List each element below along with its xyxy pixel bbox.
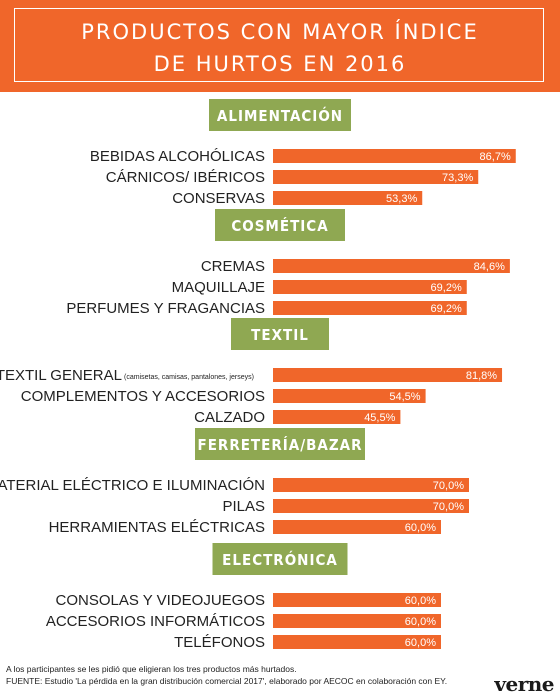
title-frame	[14, 8, 544, 82]
value-label-telefonos: 60,0%	[405, 637, 436, 649]
row-label-bebidas-alcoholicas: BEBIDAS ALCOHÓLICAS	[90, 148, 265, 165]
row-note-textil-general: (camisetas, camisas, pantalones, jerseys…	[124, 374, 254, 381]
row-label-telefonos: TELÉFONOS	[174, 634, 265, 651]
footnote-source: FUENTE: Estudio 'La pérdida en la gran d…	[6, 676, 448, 686]
value-label-carnicos-ibericos: 73,3%	[442, 172, 473, 184]
category-label-ferreteria-bazar: FERRETERÍA/BAZAR	[197, 435, 362, 454]
value-label-conservas: 53,3%	[386, 193, 417, 205]
row-label-textil-general: TEXTIL GENERAL	[0, 367, 122, 384]
bar-herramientas-electricas	[273, 520, 441, 534]
value-label-textil-general: 81,8%	[466, 370, 497, 382]
bar-calzado	[273, 410, 401, 424]
bar-pilas	[273, 499, 469, 513]
bar-maquillaje	[273, 280, 467, 294]
value-label-material-electrico-e-iluminacion: 70,0%	[433, 480, 464, 492]
footnote: A los participantes se les pidió que eli…	[6, 663, 486, 687]
title-line-1: PRODUCTOS CON MAYOR ÍNDICE	[81, 20, 479, 44]
value-label-consolas-y-videojuegos: 60,0%	[405, 595, 436, 607]
bar-conservas	[273, 191, 423, 205]
value-label-cremas: 84,6%	[474, 261, 505, 273]
row-label-complementos-y-accesorios: COMPLEMENTOS Y ACCESORIOS	[21, 388, 265, 405]
category-label-textil: TEXTIL	[251, 326, 309, 344]
value-label-calzado: 45,5%	[364, 412, 395, 424]
row-label-consolas-y-videojuegos: CONSOLAS Y VIDEOJUEGOS	[55, 592, 265, 609]
category-box-textil	[231, 318, 329, 350]
category-label-electronica: ELECTRÓNICA	[222, 550, 338, 569]
row-label-conservas: CONSERVAS	[172, 190, 265, 207]
value-label-bebidas-alcoholicas: 86,7%	[480, 151, 511, 163]
footnote-note: A los participantes se les pidió que eli…	[6, 664, 297, 674]
row-label-maquillaje: MAQUILLAJE	[172, 279, 265, 296]
bar-chart: ALIMENTACIÓN BEBIDAS ALCOHÓLICAS 86,7% CÁRN…	[0, 99, 516, 651]
value-label-pilas: 70,0%	[433, 501, 464, 513]
bar-material-electrico-e-iluminacion	[273, 478, 469, 492]
category-label-cosmetica: COSMÉTICA	[231, 216, 328, 235]
category-box-electronica	[212, 543, 348, 575]
row-label-material-electrico-e-iluminacion: MATERIAL ELÉCTRICO E ILUMINACIÓN	[0, 477, 265, 494]
row-label-accesorios-informaticos: ACCESORIOS INFORMÁTICOS	[46, 613, 265, 630]
bar-telefonos	[273, 635, 441, 649]
category-label-alimentacion: ALIMENTACIÓN	[217, 106, 343, 125]
bar-accesorios-informaticos	[273, 614, 441, 628]
row-label-herramientas-electricas: HERRAMIENTAS ELÉCTRICAS	[49, 519, 265, 536]
bar-textil-general	[273, 368, 503, 382]
row-label-perfumes-y-fragancias: PERFUMES Y FRAGANCIAS	[66, 300, 265, 317]
value-label-complementos-y-accesorios: 54,5%	[389, 391, 420, 403]
value-label-accesorios-informaticos: 60,0%	[405, 616, 436, 628]
value-label-maquillaje: 69,2%	[431, 282, 462, 294]
category-box-cosmetica	[215, 209, 345, 241]
title-line-2: DE HURTOS EN 2016	[153, 52, 407, 76]
value-label-perfumes-y-fragancias: 69,2%	[431, 303, 462, 315]
row-label-cremas: CREMAS	[201, 258, 265, 275]
bar-complementos-y-accesorios	[273, 389, 426, 403]
bar-carnicos-ibericos	[273, 170, 479, 184]
row-label-pilas: PILAS	[222, 498, 265, 515]
category-box-alimentacion	[209, 99, 351, 131]
bar-cremas	[273, 259, 510, 273]
row-label-calzado: CALZADO	[194, 409, 265, 426]
title-banner: PRODUCTOS CON MAYOR ÍNDICE DE HURTOS EN …	[0, 0, 560, 92]
verne-logo: verne	[494, 672, 554, 696]
bar-perfumes-y-fragancias	[273, 301, 467, 315]
row-label-carnicos-ibericos: CÁRNICOS/ IBÉRICOS	[106, 169, 265, 186]
bar-bebidas-alcoholicas	[273, 149, 516, 163]
value-label-herramientas-electricas: 60,0%	[405, 522, 436, 534]
category-box-ferreteria-bazar	[195, 428, 365, 460]
bar-consolas-y-videojuegos	[273, 593, 441, 607]
